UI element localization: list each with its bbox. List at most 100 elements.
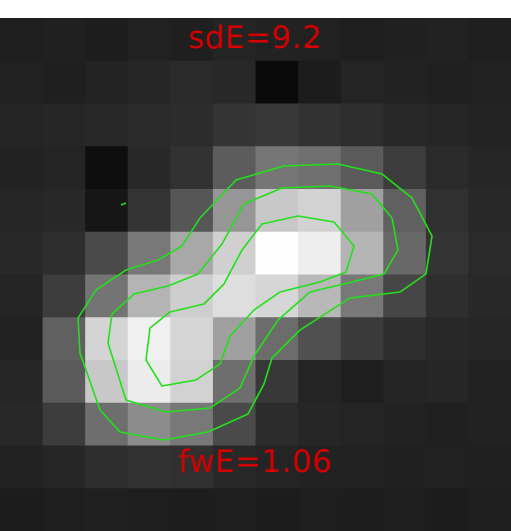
pixel-cell	[298, 488, 342, 531]
pixel-cell	[85, 18, 129, 62]
pixel-cell	[85, 103, 129, 147]
pixel-cell	[340, 360, 384, 404]
cutout-panel	[0, 18, 511, 531]
pixel-cell	[212, 103, 257, 147]
pixel-cell	[212, 488, 257, 531]
pixel-cell	[340, 445, 384, 489]
pixel-cell	[383, 189, 427, 233]
pixel-cell	[0, 60, 44, 105]
pixel-cell	[0, 146, 44, 190]
pixel-cell	[42, 402, 86, 447]
pixel-cell	[170, 18, 214, 62]
contour-speck	[120, 202, 127, 206]
contour-outer	[77, 163, 433, 441]
contour-inner	[145, 215, 355, 387]
pixel-cell	[85, 445, 129, 489]
pixel-cell	[298, 360, 342, 404]
pixel-cell	[255, 274, 299, 318]
pixel-cell	[42, 103, 86, 147]
pixel-cutout-image	[0, 18, 511, 531]
pixel-cell	[425, 146, 470, 190]
pixel-cell	[298, 317, 342, 361]
pixel-cell	[255, 231, 299, 276]
fwe-label: fwE=1.06	[178, 444, 333, 480]
contour-middle	[107, 185, 399, 413]
pixel-cell	[255, 18, 299, 62]
pixel-cell	[170, 488, 214, 531]
pixel-cell	[42, 60, 86, 105]
sde-label: sdE=9.2	[188, 20, 323, 56]
pixel-cell	[383, 103, 427, 147]
pixel-cell	[85, 146, 129, 190]
pixel-cell	[425, 18, 470, 62]
contour-overlay	[77, 163, 433, 441]
pixel-cell	[42, 18, 86, 62]
pixel-cell	[127, 189, 171, 233]
pixel-cell	[425, 488, 470, 531]
pixel-cell	[0, 18, 44, 62]
pixel-cell	[212, 317, 257, 361]
pixel-cell	[170, 317, 214, 361]
pixel-cell	[170, 445, 214, 489]
pixel-cell	[42, 445, 86, 489]
pixel-cell	[85, 189, 129, 233]
pixel-cell	[468, 360, 511, 404]
pixel-cell	[468, 488, 511, 531]
pixel-cell	[255, 360, 299, 404]
pixel-cell	[127, 18, 171, 62]
pixel-cell	[298, 103, 342, 147]
pixel-cell	[298, 18, 342, 62]
pixel-cell	[42, 274, 86, 318]
pixel-cell	[298, 60, 342, 105]
pixel-cell	[170, 146, 214, 190]
pixel-cell	[340, 402, 384, 447]
pixel-cell	[42, 189, 86, 233]
pixel-cell	[383, 317, 427, 361]
pixel-cell	[425, 360, 470, 404]
pixel-cell	[383, 60, 427, 105]
pixel-cell	[0, 189, 44, 233]
pixel-cell	[85, 317, 129, 361]
pixel-cell	[340, 60, 384, 105]
pixel-cell	[127, 360, 171, 404]
pixel-cell	[255, 189, 299, 233]
pixel-cell	[468, 189, 511, 233]
pixel-cell	[212, 274, 257, 318]
pixel-cell	[383, 402, 427, 447]
pixel-cell	[212, 189, 257, 233]
pixel-cell	[425, 189, 470, 233]
pixel-cell	[127, 445, 171, 489]
pixel-cell	[255, 402, 299, 447]
pixel-cell	[255, 488, 299, 531]
pixel-cell	[42, 146, 86, 190]
pixel-cell	[383, 360, 427, 404]
pixel-cell	[468, 402, 511, 447]
pixel-cell	[170, 274, 214, 318]
pixel-cell	[255, 445, 299, 489]
pixel-cell	[383, 18, 427, 62]
pixel-cell	[255, 103, 299, 147]
pixel-cell	[468, 445, 511, 489]
pixel-cell	[340, 18, 384, 62]
pixel-cell	[425, 60, 470, 105]
pixel-cell	[212, 18, 257, 62]
pixel-cell	[0, 445, 44, 489]
pixel-cell	[468, 231, 511, 276]
pixel-cell	[0, 360, 44, 404]
pixel-cell	[425, 402, 470, 447]
pixel-cell	[0, 488, 44, 531]
pixel-cell	[127, 146, 171, 190]
pixel-grid	[0, 18, 511, 531]
pixel-cell	[85, 360, 129, 404]
pixel-cell	[212, 146, 257, 190]
pixel-cell	[425, 231, 470, 276]
pixel-cell	[42, 488, 86, 531]
pixel-cell	[127, 60, 171, 105]
pixel-cell	[425, 317, 470, 361]
pixel-cell	[170, 231, 214, 276]
pixel-cell	[85, 231, 129, 276]
pixel-cell	[127, 103, 171, 147]
pixel-cell	[0, 317, 44, 361]
pixel-cell	[0, 231, 44, 276]
